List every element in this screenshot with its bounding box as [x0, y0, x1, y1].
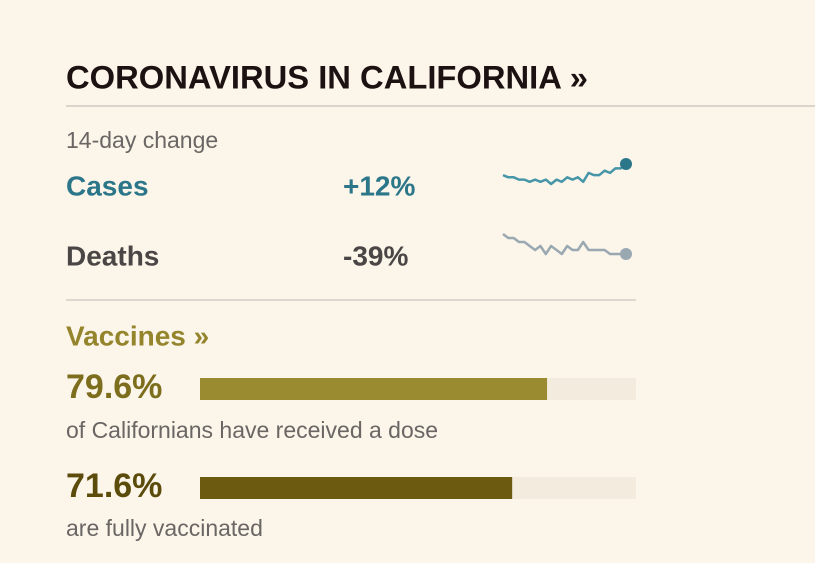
metric-name: Deaths — [66, 240, 159, 271]
sparkline-end — [620, 158, 632, 170]
vaccine-caption: are fully vaccinated — [66, 515, 263, 541]
vaccine-caption: of Californians have received a dose — [66, 417, 438, 443]
change-label: 14-day change — [66, 127, 218, 153]
bar — [200, 477, 513, 499]
sparkline — [502, 233, 626, 256]
metric-value: -39% — [343, 240, 408, 271]
sparkline-end — [620, 248, 632, 260]
metric-name: Cases — [66, 170, 149, 201]
title[interactable]: CORONAVIRUS IN CALIFORNIA » — [66, 59, 588, 95]
sparkline — [502, 163, 627, 186]
bar — [200, 378, 548, 400]
vaccine-pct: 71.6% — [66, 467, 162, 505]
metric-value: +12% — [343, 170, 415, 201]
vaccines-title[interactable]: Vaccines » — [66, 320, 209, 351]
vaccine-pct: 79.6% — [66, 368, 162, 406]
